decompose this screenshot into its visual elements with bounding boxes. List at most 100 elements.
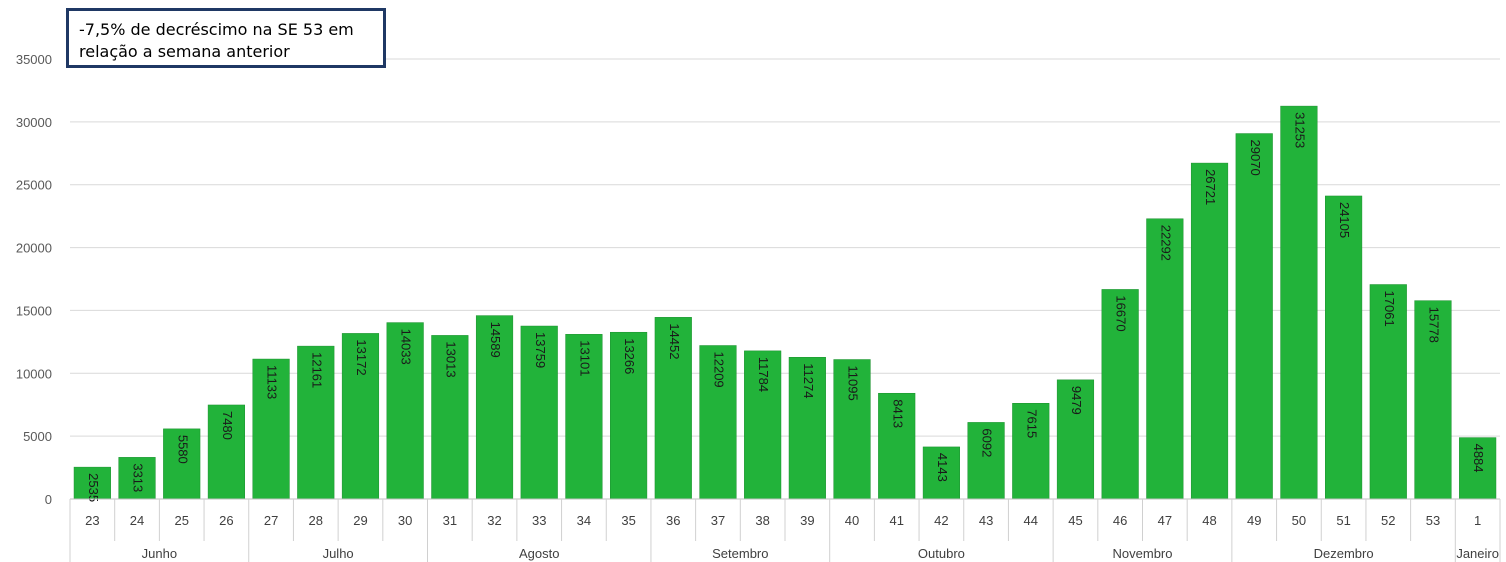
x-tick-label: 49 — [1247, 513, 1261, 528]
x-tick-label: 48 — [1202, 513, 1216, 528]
bar — [699, 345, 737, 500]
bar — [1369, 284, 1407, 500]
x-tick-label: 29 — [353, 513, 367, 528]
x-tick-label: 34 — [577, 513, 591, 528]
bar — [207, 404, 245, 500]
bar — [1056, 379, 1095, 500]
data-label: 17061 — [1382, 291, 1397, 327]
month-label: Novembro — [1113, 546, 1173, 561]
data-label: 13759 — [533, 332, 548, 368]
x-tick-label: 30 — [398, 513, 412, 528]
x-tick-label: 33 — [532, 513, 546, 528]
month-label: Julho — [323, 546, 354, 561]
bar — [475, 315, 514, 500]
y-tick-label: 5000 — [23, 429, 52, 444]
data-label: 7615 — [1024, 409, 1039, 438]
y-axis: 0 5000 10000 15000 20000 25000 30000 35000 — [16, 52, 52, 507]
x-tick-label: 41 — [889, 513, 903, 528]
data-label: 13266 — [622, 338, 637, 374]
x-tick-label: 39 — [800, 513, 814, 528]
month-label: Junho — [142, 546, 177, 561]
y-tick-label: 20000 — [16, 241, 52, 256]
y-tick-label: 10000 — [16, 366, 52, 381]
x-tick-label: 51 — [1336, 513, 1350, 528]
bar — [1235, 133, 1273, 500]
bar — [1190, 162, 1229, 500]
bar — [610, 331, 648, 500]
data-label: 14452 — [667, 323, 682, 359]
y-tick-label: 15000 — [16, 303, 52, 318]
bar — [1414, 300, 1452, 500]
y-tick-label: 0 — [45, 492, 52, 507]
bar — [788, 357, 826, 500]
x-tick-label: 52 — [1381, 513, 1395, 528]
bar — [118, 457, 156, 500]
bar — [922, 446, 960, 500]
x-tick-label: 47 — [1158, 513, 1172, 528]
data-label: 15778 — [1427, 307, 1442, 343]
x-tick-label: 23 — [85, 513, 99, 528]
data-label: 24105 — [1337, 202, 1352, 238]
bar — [833, 359, 871, 500]
x-tick-label: 43 — [979, 513, 993, 528]
data-label: 2535 — [86, 473, 101, 502]
x-tick-label: 24 — [130, 513, 144, 528]
annotation-box: -7,5% de decréscimo na SE 53 em relação … — [66, 8, 386, 68]
data-label: 9479 — [1069, 386, 1084, 415]
x-tick-label: 42 — [934, 513, 948, 528]
bar — [73, 466, 111, 500]
month-label: Setembro — [712, 546, 768, 561]
data-label: 11095 — [846, 366, 861, 401]
data-label: 5580 — [175, 435, 190, 464]
x-tick-label: 35 — [621, 513, 635, 528]
bar — [1280, 105, 1318, 500]
x-tick-label: 44 — [1024, 513, 1038, 528]
x-tick-label: 31 — [443, 513, 457, 528]
data-label: 12161 — [309, 352, 324, 388]
data-label: 4143 — [935, 453, 950, 482]
month-label: Janeiro — [1456, 546, 1499, 561]
x-axis: 23 24 25 26 27 28 29 30 31 32 33 34 35 36 37 38 39 40 41 42… — [69, 498, 1501, 562]
bar — [1325, 195, 1363, 500]
bar — [341, 333, 380, 500]
annotation-line-1: -7,5% de decréscimo na SE 53 em — [79, 20, 354, 39]
x-tick-label: 46 — [1113, 513, 1127, 528]
x-tick-label: 37 — [711, 513, 725, 528]
x-tick-label: 32 — [487, 513, 501, 528]
x-tick-label: 1 — [1474, 513, 1481, 528]
x-tick-label: 45 — [1068, 513, 1082, 528]
bar — [744, 350, 782, 500]
bar — [1101, 289, 1139, 500]
data-label: 13013 — [443, 341, 458, 377]
month-label: Agosto — [519, 546, 559, 561]
month-label: Outubro — [918, 546, 965, 561]
x-tick-label: 26 — [219, 513, 233, 528]
data-label: 11274 — [801, 363, 816, 398]
x-tick-label: 25 — [174, 513, 188, 528]
data-label: 16670 — [1114, 295, 1129, 331]
data-label: 14033 — [399, 329, 414, 365]
bars: 2535 3313 5580 7480 11133 12161 13172 14033 1301… — [73, 105, 1497, 502]
bar — [654, 317, 692, 500]
x-tick-label: 40 — [845, 513, 859, 528]
data-label: 12209 — [712, 352, 727, 388]
data-label: 11784 — [756, 357, 771, 392]
bar — [297, 345, 335, 500]
bar — [520, 325, 558, 500]
data-label: 22292 — [1158, 225, 1173, 261]
data-label: 11133 — [265, 365, 280, 399]
data-label: 13101 — [577, 340, 592, 376]
x-tick-label: 50 — [1292, 513, 1306, 528]
bar — [878, 392, 916, 500]
y-tick-label: 35000 — [16, 52, 52, 67]
x-tick-label: 27 — [264, 513, 278, 528]
y-tick-label: 25000 — [16, 178, 52, 193]
data-label: 8413 — [890, 399, 905, 428]
bar — [1146, 218, 1184, 500]
x-tick-label: 36 — [666, 513, 680, 528]
data-label: 14589 — [488, 322, 503, 358]
x-tick-label: 28 — [309, 513, 323, 528]
bar — [386, 322, 424, 500]
data-label: 31253 — [1292, 112, 1307, 148]
